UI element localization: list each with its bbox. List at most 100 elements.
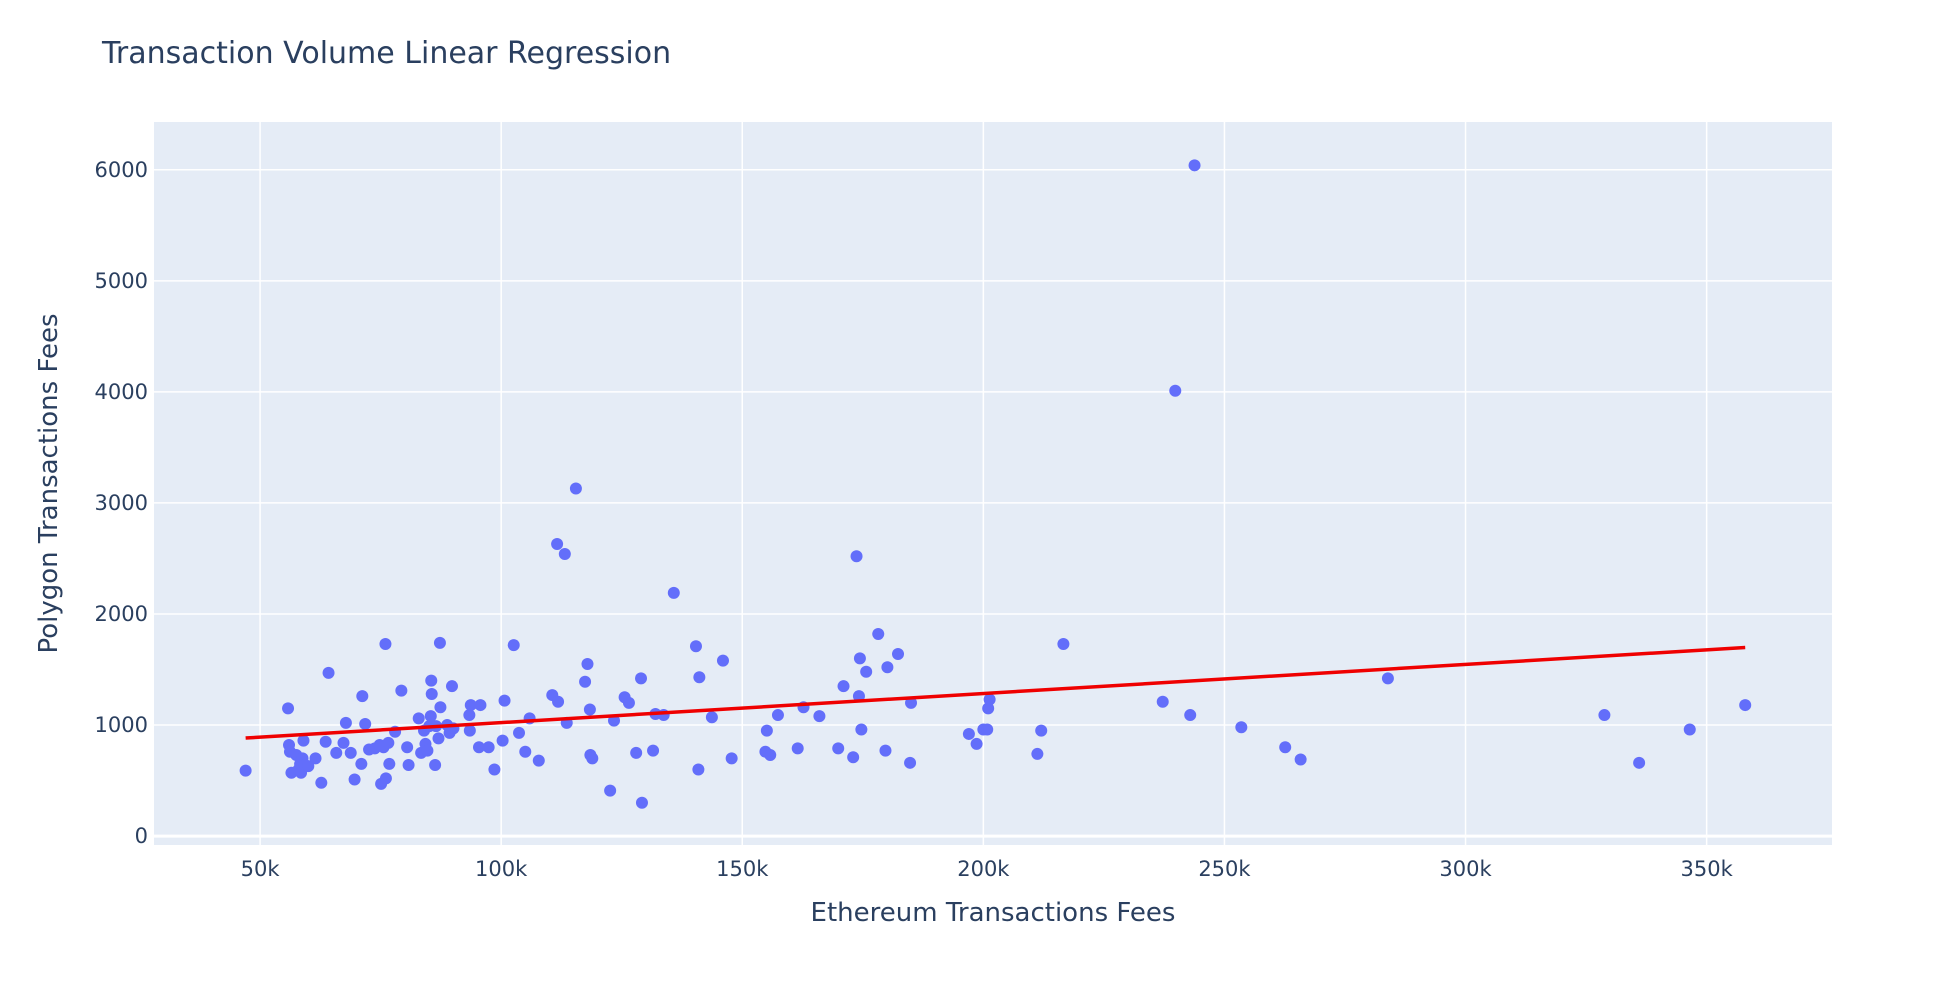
data-point bbox=[983, 693, 996, 706]
data-point bbox=[982, 702, 995, 715]
data-point bbox=[764, 749, 777, 762]
data-point bbox=[445, 680, 458, 693]
data-point bbox=[879, 744, 892, 757]
data-point bbox=[904, 756, 917, 769]
y-tick-label: 5000 bbox=[95, 269, 148, 293]
data-point bbox=[1184, 709, 1197, 722]
data-point bbox=[647, 744, 660, 757]
data-point bbox=[1156, 695, 1169, 708]
data-point bbox=[383, 757, 396, 770]
data-point bbox=[348, 773, 361, 786]
data-point bbox=[319, 735, 332, 748]
data-point bbox=[496, 734, 509, 747]
data-point bbox=[881, 661, 894, 674]
data-point bbox=[507, 639, 520, 652]
data-point bbox=[421, 744, 434, 757]
data-point bbox=[970, 737, 983, 750]
data-point bbox=[1739, 699, 1752, 712]
data-point bbox=[472, 741, 485, 754]
data-point bbox=[583, 703, 596, 716]
chart-title: Transaction Volume Linear Regression bbox=[101, 36, 671, 71]
data-point bbox=[315, 776, 328, 789]
y-tick-label: 0 bbox=[135, 824, 148, 848]
data-point bbox=[813, 710, 826, 723]
data-point bbox=[791, 742, 804, 755]
data-point bbox=[837, 680, 850, 693]
data-point bbox=[297, 734, 310, 747]
y-tick-label: 6000 bbox=[95, 158, 148, 182]
data-point bbox=[771, 709, 784, 722]
data-point bbox=[344, 746, 357, 759]
data-point bbox=[1633, 756, 1646, 769]
data-point bbox=[1057, 637, 1070, 650]
data-point bbox=[488, 763, 501, 776]
data-point bbox=[379, 637, 392, 650]
data-point bbox=[382, 736, 395, 749]
data-point bbox=[282, 702, 295, 715]
data-point bbox=[725, 752, 738, 765]
data-point bbox=[853, 652, 866, 665]
data-point bbox=[1294, 753, 1307, 766]
data-point bbox=[604, 784, 617, 797]
data-point bbox=[434, 701, 447, 714]
data-point bbox=[622, 696, 635, 709]
data-point bbox=[847, 751, 860, 764]
data-point bbox=[760, 724, 773, 737]
data-point bbox=[322, 666, 335, 679]
data-point bbox=[532, 754, 545, 767]
data-point bbox=[379, 772, 392, 785]
data-point bbox=[905, 696, 918, 709]
y-tick-label: 2000 bbox=[95, 602, 148, 626]
data-point bbox=[429, 759, 442, 772]
y-tick-labels: 0 1000 2000 3000 4000 5000 6000 bbox=[95, 158, 148, 848]
regression-line-group bbox=[245, 645, 1746, 740]
data-point bbox=[356, 690, 369, 703]
data-point bbox=[693, 671, 706, 684]
data-point bbox=[513, 726, 526, 739]
data-point bbox=[474, 699, 487, 712]
data-point bbox=[402, 759, 415, 772]
data-point bbox=[558, 548, 571, 561]
data-point bbox=[302, 760, 315, 773]
data-point bbox=[519, 745, 532, 758]
data-point bbox=[498, 694, 511, 707]
x-tick-labels: 50k 100k 150k 200k 250k 300k 350k bbox=[241, 857, 1734, 881]
x-gridlines bbox=[259, 122, 1708, 845]
data-point bbox=[850, 550, 863, 563]
data-point bbox=[1235, 721, 1248, 734]
data-point bbox=[689, 640, 702, 653]
data-point bbox=[1598, 709, 1611, 722]
data-point bbox=[464, 699, 477, 712]
data-point bbox=[337, 736, 350, 749]
data-point bbox=[309, 752, 322, 765]
y-tick-label: 4000 bbox=[95, 380, 148, 404]
data-point bbox=[716, 654, 729, 667]
data-point bbox=[860, 665, 873, 678]
data-point bbox=[872, 627, 885, 640]
data-point bbox=[401, 741, 414, 754]
data-point bbox=[692, 763, 705, 776]
data-point bbox=[359, 717, 372, 730]
data-point bbox=[569, 482, 582, 495]
data-point bbox=[424, 710, 437, 723]
data-point bbox=[463, 724, 476, 737]
data-point bbox=[855, 723, 868, 736]
x-tick-label: 200k bbox=[957, 857, 1010, 881]
regression-line bbox=[245, 645, 1746, 740]
data-point bbox=[579, 675, 592, 688]
data-point bbox=[1035, 724, 1048, 737]
x-tick-label: 50k bbox=[241, 857, 281, 881]
data-point bbox=[425, 687, 438, 700]
data-point bbox=[412, 712, 425, 725]
data-point bbox=[1279, 741, 1292, 754]
data-point bbox=[630, 746, 643, 759]
data-point bbox=[581, 657, 594, 670]
data-point bbox=[482, 741, 495, 754]
data-point bbox=[552, 695, 565, 708]
data-point bbox=[667, 586, 680, 599]
data-point bbox=[355, 757, 368, 770]
data-point bbox=[1683, 723, 1696, 736]
data-point bbox=[425, 674, 438, 687]
